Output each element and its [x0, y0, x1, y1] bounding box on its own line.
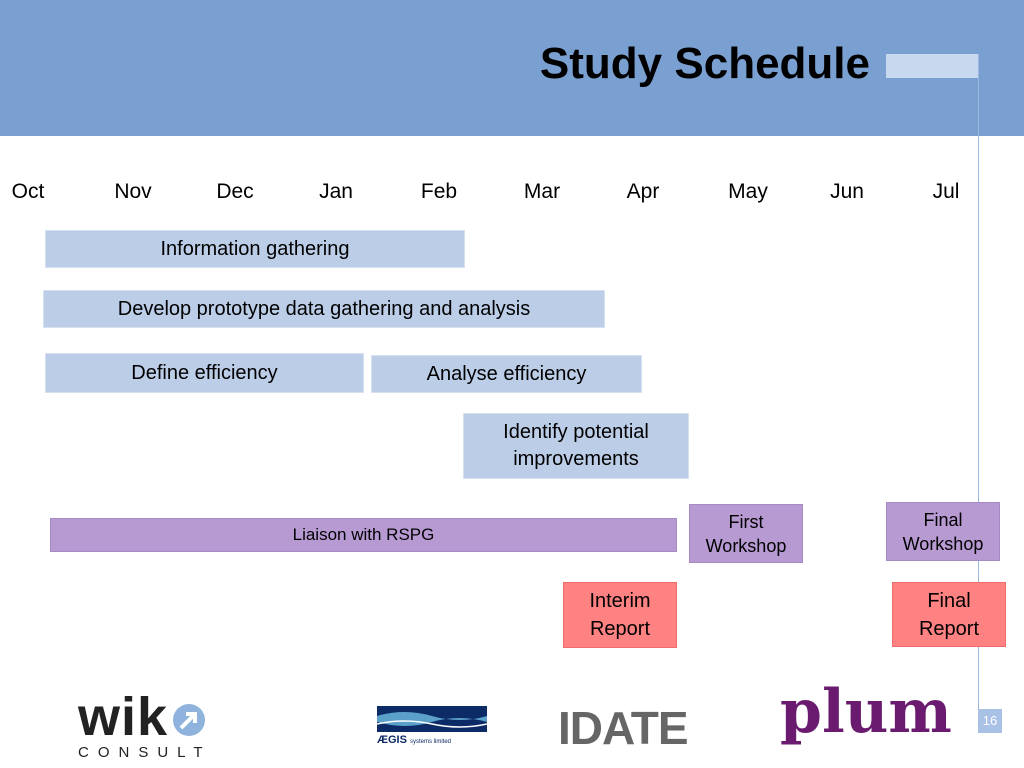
task-analyse-efficiency: Analyse efficiency [371, 355, 642, 393]
task-label: Liaison with RSPG [292, 525, 435, 544]
month-label-apr: Apr [626, 180, 660, 203]
milestone-first-workshop: First Workshop [689, 504, 803, 563]
page-number: 16 [978, 709, 1002, 733]
task-label: Identify potential improvements [503, 421, 649, 470]
task-label: Develop prototype data gathering and ana… [117, 297, 531, 320]
aegis-logo: ÆGIS systems limited [376, 706, 488, 748]
milestone-label: Final Report [918, 589, 980, 640]
milestone-label: Interim Report [589, 590, 651, 640]
milestone-final-report: Final Report [892, 582, 1006, 647]
month-label-may: May [728, 180, 768, 203]
aegis-logo-sub: systems limited [410, 739, 452, 745]
wik-consult-logo: wik CONSULT [78, 687, 218, 761]
wik-logo-text: wik [78, 687, 169, 747]
milestone-label: Final Workshop [902, 509, 984, 554]
month-label-mar: Mar [523, 180, 561, 203]
milestone-interim-report: Interim Report [563, 582, 677, 648]
plum-logo: plum [780, 682, 952, 748]
month-label-dec: Dec [216, 180, 254, 203]
month-label-jan: Jan [319, 180, 353, 203]
slide-header [0, 0, 1024, 136]
task-identify-improvements: Identify potential improvements [463, 413, 689, 479]
milestone-label: First Workshop [705, 511, 787, 556]
month-label-nov: Nov [114, 180, 152, 203]
task-information-gathering: Information gathering [45, 230, 465, 268]
task-label: Information gathering [160, 237, 350, 260]
task-develop-prototype: Develop prototype data gathering and ana… [43, 290, 605, 328]
task-liaison-rspg: Liaison with RSPG [50, 518, 677, 552]
milestone-final-workshop: Final Workshop [886, 502, 1000, 561]
aegis-logo-main: ÆGIS [377, 734, 407, 746]
month-label-jun: Jun [830, 180, 864, 203]
task-label: Define efficiency [131, 361, 278, 384]
wik-arrow-icon [173, 704, 206, 736]
header-accent-tab [886, 54, 978, 78]
right-divider-line [978, 54, 979, 714]
task-label: Analyse efficiency [426, 362, 587, 385]
month-label-oct: Oct [11, 180, 45, 203]
wik-logo-subtext: CONSULT [78, 744, 212, 761]
month-label-feb: Feb [420, 180, 458, 203]
aegis-logo-text: ÆGIS systems limited [377, 734, 487, 746]
slide-title: Study Schedule [539, 39, 870, 88]
idate-logo: IDATE [558, 703, 703, 753]
month-label-jul: Jul [932, 180, 960, 203]
aegis-wave-icon [376, 706, 488, 732]
plum-logo-text: plum [780, 677, 952, 747]
task-define-efficiency: Define efficiency [45, 353, 364, 393]
idate-logo-text: IDATE [558, 702, 689, 754]
